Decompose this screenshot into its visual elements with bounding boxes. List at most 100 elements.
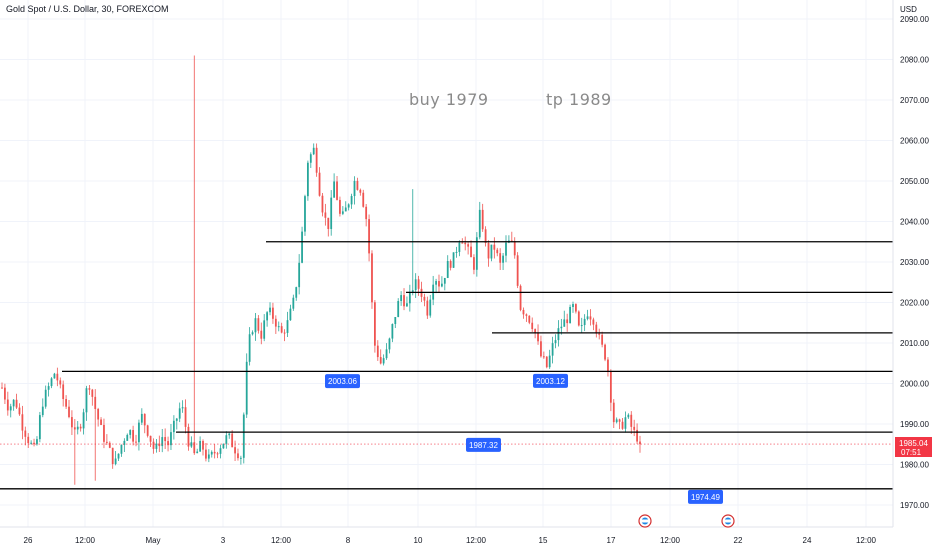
candle-body bbox=[68, 406, 70, 418]
x-tick-label: 12:00 bbox=[660, 536, 681, 545]
candle-body bbox=[408, 291, 411, 304]
x-tick-label: 15 bbox=[539, 536, 548, 545]
candle-body bbox=[117, 453, 120, 459]
candle-body bbox=[213, 451, 216, 454]
y-tick-label: 1970.00 bbox=[900, 501, 929, 510]
candle-body bbox=[502, 255, 504, 263]
candle-body bbox=[242, 414, 245, 458]
level-badge: 1987.32 bbox=[466, 437, 501, 452]
candle-body bbox=[24, 430, 27, 437]
candle-body bbox=[126, 434, 129, 441]
candle-body bbox=[467, 244, 470, 247]
candle-body bbox=[414, 279, 417, 291]
x-tick-label: 22 bbox=[734, 536, 743, 545]
candle-body bbox=[470, 246, 472, 258]
price-axis[interactable]: 1970.00 1980.00 1990.00 2000.00 2010.00 2020.… bbox=[900, 15, 929, 510]
candle-body bbox=[283, 332, 286, 334]
level-badge-text: 1974.49 bbox=[691, 493, 720, 502]
candle-body bbox=[499, 253, 502, 263]
candle-body bbox=[21, 414, 24, 431]
candle-body bbox=[9, 406, 12, 411]
candle-body bbox=[595, 324, 598, 334]
buy-annotation: buy 1979 bbox=[409, 90, 489, 109]
candle-body bbox=[347, 204, 350, 208]
y-tick-label: 2090.00 bbox=[900, 15, 929, 24]
candle-body bbox=[152, 441, 155, 449]
candle-body bbox=[510, 240, 513, 242]
candle-body bbox=[65, 399, 67, 407]
level-lines bbox=[0, 241, 893, 490]
candle-body bbox=[30, 442, 33, 444]
candle-body bbox=[400, 295, 403, 301]
candle-body bbox=[473, 257, 475, 270]
candle-body bbox=[484, 229, 487, 244]
candle-body bbox=[15, 399, 18, 408]
level-badge: 2003.12 bbox=[533, 373, 568, 388]
candle-body bbox=[333, 181, 336, 198]
event-icon-1[interactable] bbox=[638, 514, 652, 528]
candle-body bbox=[56, 373, 59, 381]
candle-body bbox=[350, 196, 353, 205]
x-tick-label: 12:00 bbox=[75, 536, 96, 545]
candle-body bbox=[292, 297, 295, 309]
candle-body bbox=[108, 442, 111, 448]
candle-body bbox=[33, 442, 35, 445]
level-badge-text: 2003.12 bbox=[536, 377, 565, 386]
candle-body bbox=[438, 281, 440, 287]
candle-body bbox=[569, 306, 571, 324]
candle-body bbox=[443, 277, 446, 284]
candle-body bbox=[41, 406, 44, 416]
candle-body bbox=[406, 303, 408, 307]
candle-body bbox=[216, 453, 219, 455]
candle-body bbox=[411, 290, 414, 292]
candle-body bbox=[6, 399, 9, 411]
candle-body bbox=[534, 329, 537, 333]
candle-body bbox=[251, 332, 254, 335]
candle-body bbox=[234, 447, 236, 454]
candle-body bbox=[505, 242, 507, 256]
candle-body bbox=[540, 341, 542, 357]
candle-body bbox=[181, 407, 184, 409]
candle-body bbox=[318, 172, 321, 196]
candle-body bbox=[120, 444, 123, 454]
event-icon-2[interactable] bbox=[721, 514, 735, 528]
candle-body bbox=[105, 441, 108, 443]
y-tick-label: 1980.00 bbox=[900, 461, 929, 470]
candle-body bbox=[164, 437, 167, 442]
candle-body bbox=[199, 440, 202, 452]
time-axis[interactable]: 26 12:00 May 3 12:00 8 10 12:00 15 17 12:00 22 24 12:… bbox=[24, 536, 877, 545]
candle-body bbox=[172, 420, 175, 433]
candle-body bbox=[336, 181, 338, 200]
x-tick-label: 12:00 bbox=[271, 536, 292, 545]
candle-body bbox=[423, 296, 426, 301]
candle-body bbox=[344, 207, 347, 212]
candle-body bbox=[257, 318, 260, 331]
candle-body bbox=[286, 320, 289, 333]
candle-body bbox=[76, 426, 79, 430]
candle-body bbox=[636, 429, 638, 442]
candle-body bbox=[356, 180, 359, 190]
level-badge: 2003.06 bbox=[325, 374, 360, 389]
candle-body bbox=[269, 307, 271, 313]
candle-body bbox=[170, 432, 172, 446]
candle-body bbox=[435, 281, 437, 285]
candle-body bbox=[187, 426, 190, 447]
candle-body bbox=[516, 255, 519, 286]
candle-body bbox=[639, 441, 641, 445]
candle-body bbox=[327, 217, 330, 229]
candle-body bbox=[44, 389, 47, 407]
candle-body bbox=[580, 325, 583, 327]
candle-body bbox=[397, 300, 400, 317]
candle-body bbox=[604, 344, 606, 360]
candle-body bbox=[475, 237, 478, 270]
candle-body bbox=[237, 453, 239, 459]
candle-body bbox=[624, 417, 627, 429]
candle-body bbox=[129, 430, 132, 435]
candle-body bbox=[175, 418, 178, 421]
candle-body bbox=[551, 343, 554, 356]
candle-body bbox=[589, 316, 592, 320]
candle-body bbox=[618, 419, 621, 422]
candle-body bbox=[371, 253, 373, 303]
candle-body bbox=[633, 426, 636, 430]
